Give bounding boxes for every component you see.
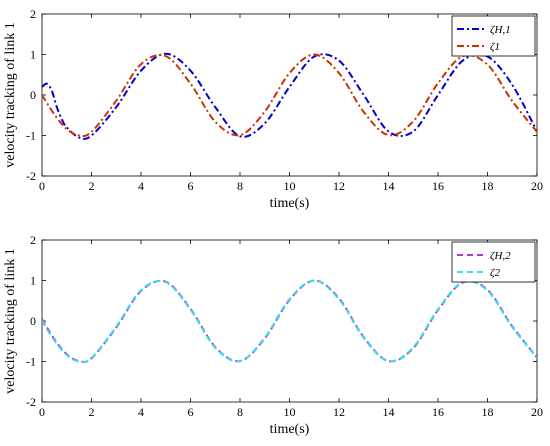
x-axis-label: time(s): [270, 422, 310, 437]
x-tick-label: 16: [432, 179, 444, 193]
x-axis-label: time(s): [270, 196, 310, 211]
y-axis-label: velocity tracking of link 1: [3, 248, 18, 393]
x-tick-label: 12: [333, 405, 345, 419]
x-tick-label: 4: [138, 405, 144, 419]
chart-2: 0 2 4 6 8 10 12 14 16 18 20-2-1012time(s)velocity …: [3, 233, 543, 437]
x-tick-label: 20: [531, 405, 543, 419]
chart-1: 0 2 4 6 8 10 12 14 16 18 20-2-1012time(s)velocity …: [3, 7, 543, 211]
y-tick-label: 0: [30, 88, 36, 102]
series-line-1: [42, 279, 537, 364]
x-tick-label: 2: [89, 405, 95, 419]
x-tick-label: 0: [39, 179, 45, 193]
legend: ζ̇H,2 ζ2: [451, 241, 536, 283]
legend-label-1: ζ̇H,2: [490, 250, 511, 262]
x-tick-label: 16: [432, 405, 444, 419]
x-tick-label: 8: [237, 405, 243, 419]
x-tick-label: 0: [39, 405, 45, 419]
legend-label-2: ζ2: [490, 267, 500, 279]
legend-label-2: ζ1: [490, 41, 500, 53]
legend-box: [451, 15, 536, 57]
y-tick-label: 1: [30, 48, 36, 62]
legend: ζ̇H,1 ζ1: [451, 15, 536, 57]
y-tick-label: -2: [26, 169, 36, 183]
x-tick-label: 4: [138, 179, 144, 193]
x-tick-label: 6: [188, 179, 194, 193]
series-line-1: [42, 52, 537, 140]
x-tick-label: 10: [284, 405, 296, 419]
x-tick-label: 6: [188, 405, 194, 419]
y-tick-label: 1: [30, 274, 36, 288]
series-line-2: [42, 279, 537, 364]
y-tick-label: -2: [26, 395, 36, 409]
x-tick-label: 14: [383, 179, 395, 193]
x-tick-label: 10: [284, 179, 296, 193]
series-line-2: [42, 53, 537, 138]
y-tick-label: -1: [26, 355, 36, 369]
legend-box: [451, 241, 536, 283]
y-tick-label: 0: [30, 314, 36, 328]
x-tick-label: 2: [89, 179, 95, 193]
y-tick-label: 2: [30, 233, 36, 247]
x-tick-label: 20: [531, 179, 543, 193]
x-tick-label: 14: [383, 405, 395, 419]
x-tick-label: 8: [237, 179, 243, 193]
x-tick-label: 18: [482, 405, 494, 419]
y-tick-label: -1: [26, 129, 36, 143]
legend-label-1: ζ̇H,1: [490, 24, 511, 36]
x-tick-label: 18: [482, 179, 494, 193]
y-tick-label: 2: [30, 7, 36, 21]
x-tick-label: 12: [333, 179, 345, 193]
y-axis-label: velocity tracking of link 1: [3, 22, 18, 167]
